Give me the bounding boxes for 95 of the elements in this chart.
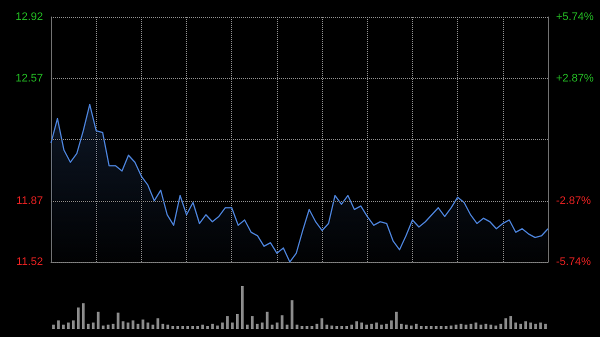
bar: [296, 324, 298, 329]
bar: [76, 308, 80, 329]
bar: [122, 321, 124, 329]
bar: [166, 324, 170, 329]
bar: [106, 324, 110, 329]
bar: [300, 326, 304, 329]
bar: [266, 312, 269, 329]
bar: [186, 326, 190, 329]
bar: [280, 315, 284, 329]
bar: [489, 324, 492, 329]
bar: [460, 324, 462, 329]
bar: [360, 322, 363, 329]
bar: [136, 324, 140, 329]
bar: [424, 326, 428, 329]
bar: [92, 322, 95, 329]
y-tick-label: 11.52: [16, 256, 43, 268]
bar: [176, 326, 180, 329]
bar: [72, 320, 75, 329]
bar: [370, 324, 373, 329]
bar: [450, 326, 452, 329]
bar: [102, 326, 105, 329]
bar: [211, 324, 214, 329]
bar: [216, 326, 219, 329]
bar: [276, 322, 278, 329]
bar: [385, 324, 388, 329]
y-tick-label: 12.57: [15, 72, 43, 84]
bar: [82, 303, 85, 329]
bar: [142, 320, 144, 329]
bar: [62, 324, 65, 329]
bar: [152, 324, 154, 329]
bar: [196, 326, 199, 329]
bar: [440, 326, 443, 329]
bar: [191, 326, 194, 329]
bar: [260, 322, 264, 329]
bar: [375, 322, 378, 329]
bar: [434, 326, 438, 329]
bar: [480, 324, 482, 329]
bar: [67, 322, 70, 329]
bar: [400, 324, 403, 329]
bar: [534, 324, 537, 329]
bar: [404, 324, 408, 329]
bar: [57, 320, 60, 329]
bar: [126, 322, 130, 329]
y-tick-label: 11.87: [16, 194, 43, 207]
bar: [529, 322, 532, 329]
bar: [52, 324, 55, 329]
bar: [365, 324, 368, 329]
y2-tick-label: +2.87%: [556, 72, 594, 84]
bar: [231, 322, 234, 329]
bar: [290, 300, 294, 329]
bar: [410, 326, 413, 329]
bar: [181, 326, 184, 329]
bar: [335, 326, 338, 329]
bar: [240, 286, 244, 329]
bar: [96, 312, 100, 329]
bar: [494, 326, 498, 329]
bar: [171, 326, 174, 329]
bar: [270, 324, 274, 329]
bar: [116, 312, 120, 329]
bar: [539, 322, 542, 329]
bar: [206, 326, 209, 329]
bar: [514, 322, 518, 329]
bar: [464, 324, 468, 329]
y2-tick-label: -5.74%: [556, 256, 592, 268]
bar: [395, 312, 398, 329]
bar: [330, 326, 334, 329]
bar: [390, 320, 393, 329]
bar: [226, 316, 229, 329]
bar: [325, 324, 328, 329]
bar: [544, 324, 547, 329]
bar: [350, 324, 354, 329]
bar: [454, 324, 458, 329]
bar: [444, 326, 448, 329]
bar: [430, 326, 433, 329]
bar: [470, 324, 472, 329]
bar: [316, 324, 318, 329]
bar: [509, 316, 512, 329]
y2-tick-label: +5.74%: [556, 11, 594, 23]
bar: [310, 326, 314, 329]
bar: [420, 326, 423, 329]
bar: [246, 324, 249, 329]
bar: [236, 314, 239, 329]
bar: [250, 316, 254, 329]
bar: [380, 324, 383, 329]
bar: [340, 326, 344, 329]
y-tick-label: 12.92: [15, 11, 43, 23]
bar: [306, 326, 308, 329]
bar: [286, 324, 288, 329]
bar: [201, 324, 204, 329]
bar: [146, 322, 150, 329]
bar: [132, 320, 134, 329]
y2-tick-label: -2.87%: [556, 194, 592, 207]
bar: [345, 326, 348, 329]
bar: [221, 322, 224, 329]
bar: [474, 322, 478, 329]
